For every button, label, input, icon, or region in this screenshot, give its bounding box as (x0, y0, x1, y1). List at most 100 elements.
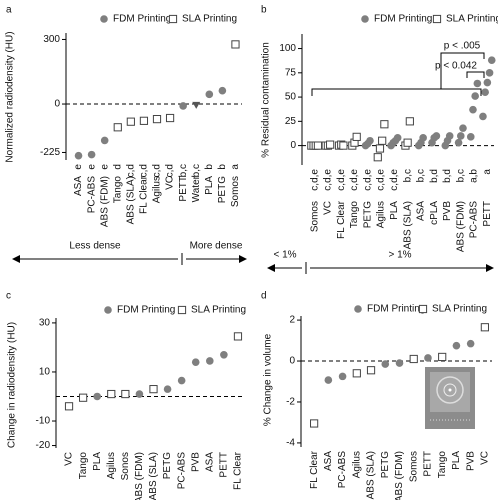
data-point (487, 56, 496, 64)
data-point (366, 366, 376, 375)
category-letters: a,b (469, 169, 480, 183)
category-letters: b,d (442, 169, 453, 183)
data-point (485, 69, 494, 77)
x-tick-label: Water (191, 175, 202, 202)
x-tick-label: Agilus (351, 451, 362, 478)
data-point (149, 385, 158, 394)
data-point (456, 132, 465, 140)
category-letters: d (112, 164, 123, 170)
x-tick-label: ABS (FDM) (134, 452, 145, 500)
x-tick-label: ASA (204, 452, 215, 472)
data-point (366, 136, 374, 145)
panel-label: a (6, 5, 12, 16)
x-tick-label: PC-ABS (469, 201, 480, 239)
legend-marker (177, 305, 187, 315)
data-point (409, 354, 418, 364)
x-tick-label: PETT (423, 451, 434, 477)
x-tick-label: Sonos (120, 452, 131, 480)
data-point (205, 90, 214, 99)
category-letters: b,c (191, 164, 202, 177)
legend-marker (168, 14, 178, 24)
data-point (218, 86, 227, 95)
x-tick-label: Tango (349, 201, 360, 229)
x-tick-label: PLA (451, 451, 462, 470)
data-point (473, 79, 482, 88)
data-point (469, 105, 477, 114)
category-letters: b (217, 164, 228, 170)
x-tick-label: Somos (309, 201, 320, 232)
data-point (373, 153, 382, 162)
data-point (352, 132, 361, 141)
x-tick-label: PETT (482, 201, 493, 227)
x-tick-label: ABS (FDM) (99, 176, 110, 227)
data-point (326, 140, 335, 149)
x-tick-label: ABS (FDM) (394, 451, 405, 500)
x-tick-label: FL Clear (139, 175, 150, 214)
data-point (126, 117, 135, 126)
data-point (64, 402, 74, 411)
bracket (466, 71, 485, 78)
x-tick-label: ABS (SLA) (148, 452, 159, 500)
data-point (466, 339, 475, 348)
y-tick-label: 0 (289, 356, 295, 367)
legend-marker (354, 305, 362, 313)
category-letters: e (73, 164, 84, 170)
x-tick-label: PETG (162, 452, 173, 479)
y-tick-label: -4 (286, 438, 295, 449)
y-tick-label: 0 (54, 99, 60, 110)
data-point (452, 341, 461, 350)
data-point (74, 151, 83, 160)
data-point (419, 134, 427, 142)
x-tick-label: PLA (204, 176, 215, 195)
x-tick-label: Agilus (106, 452, 117, 479)
legend-marker (104, 306, 112, 314)
legend-marker (418, 304, 428, 314)
data-point (177, 376, 186, 385)
annotation: Less dense (69, 241, 121, 252)
x-tick-label: Somos (408, 451, 419, 482)
x-tick-label: PC-ABS (337, 451, 348, 489)
category-letters: c,d (152, 164, 163, 177)
annotation: p < 0.042 (435, 61, 477, 72)
x-tick-label: PVB (465, 451, 476, 471)
category-letters: c,d (125, 164, 136, 177)
annotation: p < .005 (444, 41, 481, 52)
x-tick-label: Tango (78, 452, 89, 480)
category-letters: c,d,e (336, 169, 347, 191)
data-point (480, 323, 489, 332)
y-axis-title: Normalized radiodensity (HU) (5, 31, 16, 162)
y-tick-label: -225 (40, 147, 60, 158)
category-letters: c,d,e (389, 169, 400, 191)
data-point (405, 117, 414, 126)
data-point (139, 116, 149, 125)
data-point (380, 120, 389, 129)
category-letters: b,c (178, 164, 189, 177)
data-point (424, 354, 432, 362)
x-tick-label: Agilus (376, 201, 387, 228)
data-point (479, 112, 487, 121)
y-tick-label: 75 (285, 67, 297, 78)
data-point (481, 88, 489, 97)
category-letters: c,d,e (376, 169, 387, 191)
data-point (135, 390, 144, 398)
y-tick-label: 50 (285, 92, 297, 103)
x-tick-label: VC (165, 176, 176, 190)
x-tick-label: VC (323, 201, 334, 215)
data-point (393, 134, 402, 142)
x-tick-label: Tango (437, 451, 448, 479)
data-point (121, 389, 130, 399)
x-tick-label: VC (64, 452, 75, 466)
data-point (192, 101, 201, 109)
data-point (324, 376, 333, 384)
legend-label: FDM Printing (113, 14, 171, 25)
legend-marker (432, 14, 442, 24)
data-point (220, 350, 228, 359)
data-point (445, 132, 454, 140)
y-axis-title: % Residual contamination (261, 42, 272, 158)
data-point (471, 92, 479, 100)
x-tick-label: ASA (416, 201, 427, 221)
y-tick-label: 0 (290, 140, 296, 151)
category-letters: c,d,e (323, 169, 334, 191)
category-letters: e (99, 164, 110, 170)
